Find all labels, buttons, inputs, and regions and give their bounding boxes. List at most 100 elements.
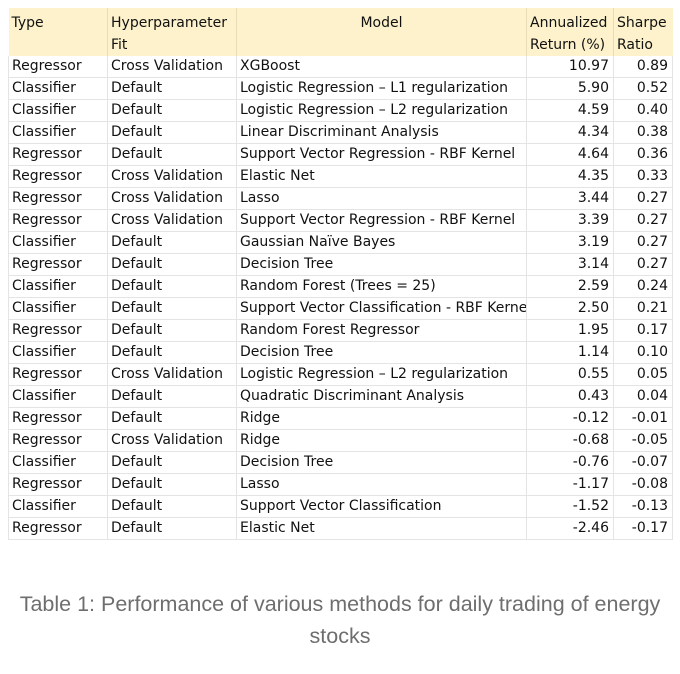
- header-sharpe-ratio: Sharpe Ratio: [613, 8, 673, 56]
- table-header-row: Type Hyperparameter Fit Model Annualized…: [8, 8, 673, 56]
- table-row: Regressor Cross Validation Logistic Regres…: [8, 363, 673, 387]
- cell-annualized-return: 4.59: [526, 99, 614, 123]
- cell-hyperparameter-fit: Default: [107, 275, 237, 299]
- cell-model: Quadratic Discriminant Analysis: [236, 385, 527, 409]
- cell-type: Regressor: [8, 473, 108, 497]
- cell-model: Random Forest (Trees = 25): [236, 275, 527, 299]
- cell-sharpe-ratio: -0.08: [613, 473, 673, 497]
- cell-sharpe-ratio: -0.17: [613, 517, 673, 541]
- table-row: Classifier Default Support Vector Classifi…: [8, 495, 673, 519]
- cell-hyperparameter-fit: Default: [107, 99, 237, 123]
- cell-model: Random Forest Regressor: [236, 319, 527, 343]
- cell-annualized-return: 3.39: [526, 209, 614, 233]
- cell-sharpe-ratio: 0.27: [613, 209, 673, 233]
- cell-sharpe-ratio: 0.27: [613, 187, 673, 211]
- cell-hyperparameter-fit: Default: [107, 231, 237, 255]
- cell-annualized-return: 5.90: [526, 77, 614, 101]
- cell-model: Decision Tree: [236, 253, 527, 277]
- table-row: Classifier Default Quadratic Discriminant …: [8, 385, 673, 409]
- cell-annualized-return: 1.14: [526, 341, 614, 365]
- cell-sharpe-ratio: 0.33: [613, 165, 673, 189]
- cell-hyperparameter-fit: Default: [107, 517, 237, 541]
- cell-sharpe-ratio: 0.05: [613, 363, 673, 387]
- cell-type: Classifier: [8, 341, 108, 365]
- cell-type: Regressor: [8, 56, 108, 79]
- cell-hyperparameter-fit: Default: [107, 341, 237, 365]
- table-row: Regressor Cross Validation Lasso 3.44 0.27: [8, 187, 673, 211]
- cell-hyperparameter-fit: Default: [107, 451, 237, 475]
- cell-type: Regressor: [8, 319, 108, 343]
- table-row: Regressor Default Support Vector Regressio…: [8, 143, 673, 167]
- cell-hyperparameter-fit: Default: [107, 143, 237, 167]
- cell-hyperparameter-fit: Default: [107, 253, 237, 277]
- cell-hyperparameter-fit: Default: [107, 495, 237, 519]
- cell-model: Logistic Regression – L2 regularization: [236, 99, 527, 123]
- cell-sharpe-ratio: 0.24: [613, 275, 673, 299]
- cell-type: Classifier: [8, 77, 108, 101]
- cell-model: XGBoost: [236, 56, 527, 79]
- table-row: Regressor Default Decision Tree 3.14 0.27: [8, 253, 673, 277]
- cell-annualized-return: 10.97: [526, 56, 614, 79]
- cell-hyperparameter-fit: Default: [107, 473, 237, 497]
- header-hyperparameter-fit: Hyperparameter Fit: [107, 8, 237, 56]
- cell-model: Support Vector Classification - RBF Kern…: [236, 297, 527, 321]
- cell-annualized-return: -0.12: [526, 407, 614, 431]
- cell-hyperparameter-fit: Cross Validation: [107, 56, 237, 79]
- cell-model: Support Vector Regression - RBF Kernel: [236, 143, 527, 167]
- cell-sharpe-ratio: 0.21: [613, 297, 673, 321]
- cell-sharpe-ratio: 0.36: [613, 143, 673, 167]
- cell-annualized-return: 3.44: [526, 187, 614, 211]
- cell-hyperparameter-fit: Default: [107, 77, 237, 101]
- cell-sharpe-ratio: 0.38: [613, 121, 673, 145]
- header-model: Model: [236, 8, 527, 56]
- cell-hyperparameter-fit: Default: [107, 297, 237, 321]
- cell-hyperparameter-fit: Cross Validation: [107, 165, 237, 189]
- cell-hyperparameter-fit: Cross Validation: [107, 429, 237, 453]
- cell-type: Regressor: [8, 517, 108, 541]
- cell-type: Classifier: [8, 275, 108, 299]
- table-row: Classifier Default Linear Discriminant Ana…: [8, 121, 673, 145]
- cell-sharpe-ratio: -0.13: [613, 495, 673, 519]
- cell-type: Classifier: [8, 99, 108, 123]
- cell-type: Classifier: [8, 121, 108, 145]
- cell-model: Logistic Regression – L1 regularization: [236, 77, 527, 101]
- table-row: Regressor Cross Validation Ridge -0.68 -0.05: [8, 429, 673, 453]
- cell-sharpe-ratio: -0.01: [613, 407, 673, 431]
- cell-sharpe-ratio: -0.05: [613, 429, 673, 453]
- table-caption: Table 1: Performance of various methods …: [19, 592, 661, 648]
- cell-model: Support Vector Classification: [236, 495, 527, 519]
- cell-sharpe-ratio: -0.07: [613, 451, 673, 475]
- cell-model: Gaussian Naïve Bayes: [236, 231, 527, 255]
- cell-sharpe-ratio: 0.52: [613, 77, 673, 101]
- cell-model: Ridge: [236, 407, 527, 431]
- table-row: Classifier Default Decision Tree 1.14 0.10: [8, 341, 673, 365]
- table-row: Regressor Default Lasso -1.17 -0.08: [8, 473, 673, 497]
- table-row: Regressor Cross Validation Elastic Net 4.35…: [8, 165, 673, 189]
- cell-hyperparameter-fit: Cross Validation: [107, 363, 237, 387]
- cell-type: Classifier: [8, 495, 108, 519]
- table-row: Classifier Default Logistic Regression – L…: [8, 77, 673, 101]
- cell-type: Regressor: [8, 187, 108, 211]
- cell-model: Linear Discriminant Analysis: [236, 121, 527, 145]
- cell-annualized-return: 1.95: [526, 319, 614, 343]
- cell-type: Regressor: [8, 143, 108, 167]
- cell-annualized-return: 4.34: [526, 121, 614, 145]
- cell-annualized-return: -1.52: [526, 495, 614, 519]
- cell-model: Elastic Net: [236, 165, 527, 189]
- table-row: Classifier Default Logistic Regression – L…: [8, 99, 673, 123]
- results-table: Type Hyperparameter Fit Model Annualized…: [8, 8, 673, 541]
- results-table-container: Type Hyperparameter Fit Model Annualized…: [8, 8, 673, 541]
- cell-model: Lasso: [236, 187, 527, 211]
- cell-annualized-return: 0.55: [526, 363, 614, 387]
- table-row: Regressor Default Ridge -0.12 -0.01: [8, 407, 673, 431]
- cell-annualized-return: 3.19: [526, 231, 614, 255]
- cell-type: Classifier: [8, 297, 108, 321]
- cell-type: Classifier: [8, 451, 108, 475]
- table-row: Classifier Default Random Forest (Trees = …: [8, 275, 673, 299]
- cell-hyperparameter-fit: Cross Validation: [107, 187, 237, 211]
- cell-annualized-return: -1.17: [526, 473, 614, 497]
- cell-type: Regressor: [8, 209, 108, 233]
- cell-sharpe-ratio: 0.27: [613, 253, 673, 277]
- cell-type: Regressor: [8, 429, 108, 453]
- cell-type: Regressor: [8, 407, 108, 431]
